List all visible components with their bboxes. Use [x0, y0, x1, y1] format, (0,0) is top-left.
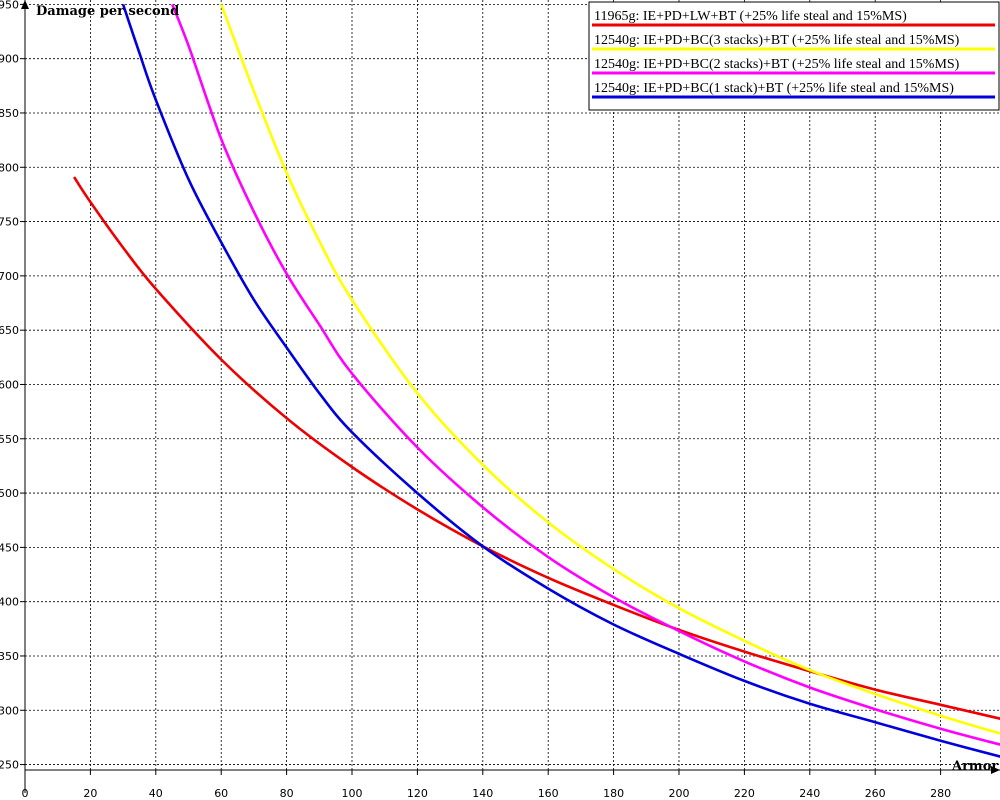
y-tick-label: 550 [0, 433, 19, 446]
x-axis-title: Armor [951, 759, 998, 774]
x-tick-label: 20 [83, 787, 97, 800]
y-tick-label: 250 [0, 759, 19, 772]
x-tick-label: 220 [734, 787, 755, 800]
x-tick-label: 0 [22, 787, 29, 800]
legend-label-2: 12540g: IE+PD+BC(3 stacks)+BT (+25% life… [594, 33, 960, 48]
y-tick-label: 950 [0, 0, 19, 11]
y-tick-label: 750 [0, 216, 19, 229]
y-tick-label: 700 [0, 270, 19, 283]
x-tick-label: 280 [930, 787, 951, 800]
legend: 11965g: IE+PD+LW+BT (+25% life steal and… [588, 1, 1000, 111]
y-tick-label: 500 [0, 487, 19, 500]
series-line-1 [73, 176, 1000, 720]
legend-label-3: 12540g: IE+PD+BC(2 stacks)+BT (+25% life… [594, 57, 960, 72]
y-tick-label: 800 [0, 161, 19, 174]
legend-label-1: 11965g: IE+PD+LW+BT (+25% life steal and… [594, 9, 907, 24]
x-tick-label: 60 [214, 787, 228, 800]
y-tick-label: 600 [0, 378, 19, 391]
x-tick-label: 40 [149, 787, 163, 800]
y-tick-label: 900 [0, 53, 19, 66]
y-tick-label: 300 [0, 704, 19, 717]
y-tick-label: 850 [0, 107, 19, 120]
grid [25, 0, 1000, 770]
x-tick-label: 240 [799, 787, 820, 800]
y-tick-label: 400 [0, 596, 19, 609]
x-tick-label: 120 [407, 787, 428, 800]
y-tick-label: 350 [0, 650, 19, 663]
x-tick-label: 160 [538, 787, 559, 800]
x-tick-label: 180 [603, 787, 624, 800]
tick-labels: 0 20 40 60 80 100 120 140 160 180 200 220 240 260 280 2… [0, 0, 951, 800]
axes [21, 0, 1000, 793]
y-tick-label: 650 [0, 324, 19, 337]
x-tick-label: 100 [342, 787, 363, 800]
x-axis-arrow [991, 766, 1000, 774]
series-line-3 [170, 3, 1000, 746]
legend-box [588, 1, 1000, 111]
x-tick-label: 140 [472, 787, 493, 800]
y-axis-title: Damage per second [36, 4, 179, 19]
x-tick-label: 200 [669, 787, 690, 800]
y-tick-label: 450 [0, 541, 19, 554]
series-line-4 [121, 3, 1000, 758]
x-tick-label: 260 [865, 787, 886, 800]
series-layer [73, 3, 1000, 758]
legend-label-4: 12540g: IE+PD+BC(1 stack)+BT (+25% life … [594, 81, 954, 96]
x-tick-label: 80 [280, 787, 294, 800]
series-line-2 [219, 3, 1000, 735]
